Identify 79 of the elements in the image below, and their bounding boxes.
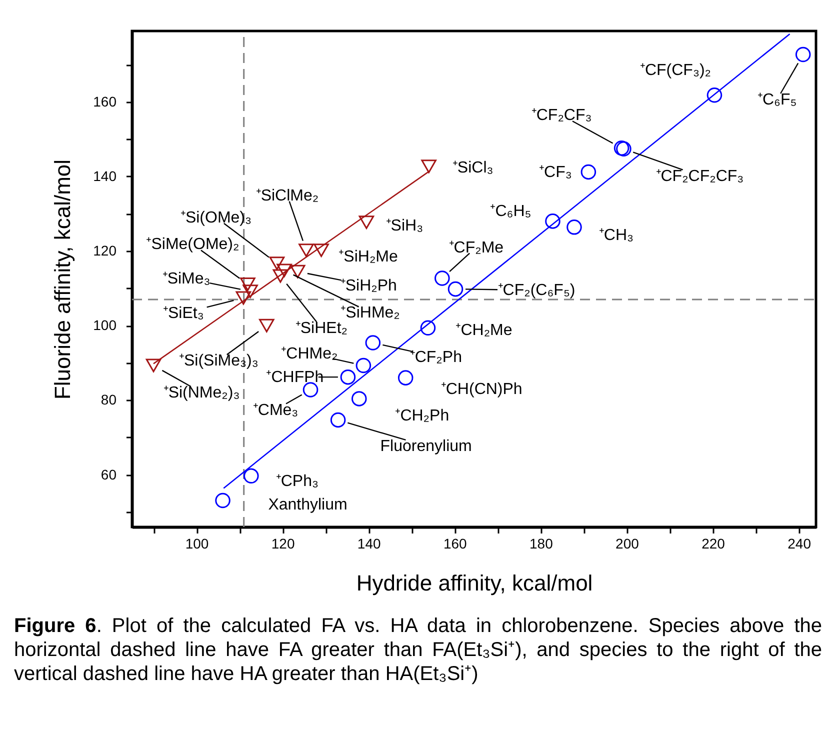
point [269,256,285,270]
annotation: ⁺Si(OMe)₃ [180,209,252,226]
annotation: ⁺CH₂Ph [395,408,450,425]
x-tick-label: 220 [702,536,726,552]
annotation: Xanthylium [268,496,348,514]
annotation: Fluorenylium [380,438,472,455]
annotation: ⁺CF₂CF₃ [531,107,592,124]
y-tick-label: 60 [100,466,117,482]
y-axis-title: Fluoride affinity, kcal/mol [50,159,76,400]
point [434,270,450,286]
annotation: ⁺Si(NMe₂)₃ [163,384,240,402]
annotation: ⁺SiMe₃ [162,270,210,288]
point [566,220,582,235]
x-tick-label: 200 [616,536,640,552]
point [290,264,306,278]
x-tick-label: 240 [788,536,812,552]
annotation: ⁺CF₂CF₂CF₃ [656,168,744,185]
point [330,412,346,428]
point [298,244,314,258]
annotation: ⁺SiCl₃ [452,159,494,176]
point [358,216,374,230]
x-tick-label: 120 [271,536,295,552]
x-axis-title: Hydride affinity, kcal/mol [356,570,593,596]
point [352,391,367,406]
point [421,160,436,174]
annotation: ⁺SiH₂Ph [340,278,397,295]
point [272,269,288,283]
x-tick-label: 160 [443,536,468,552]
point [276,264,292,278]
annotation: ⁺CMe₃ [252,402,298,419]
annotation: ⁺CH₂Me [456,322,512,339]
annotation: ⁺CF₂Ph [410,348,462,366]
point [448,281,464,297]
annotation: ⁺CH(CN)Ph [440,380,522,398]
annotation: ⁺SiHEt₂ [295,320,348,338]
point [545,214,560,229]
annotation: ⁺SiHMe₂ [340,304,400,322]
annotation: ⁺CPh₃ [276,472,318,490]
y-tick-label: 100 [93,317,117,334]
x-tick-label: 140 [357,536,381,552]
point [302,382,318,398]
y-tick-label: 140 [93,168,117,184]
point [356,358,372,374]
y-tick-label: 120 [93,242,117,259]
annotation: ⁺CHFPh [266,369,324,386]
annotation: ⁺SiH₂Me [338,248,398,266]
annotation: ⁺SiEt₃ [162,305,204,322]
point [242,284,258,298]
annotation: ⁺SiClMe₂ [256,187,319,204]
point [240,278,256,291]
y-tick-label: 80 [100,392,117,408]
point [420,320,436,336]
point [215,492,230,508]
annotation: ⁺CF₂Me [448,239,504,256]
annotation: ⁺C₆H₅ [490,203,532,220]
annotation: ⁺CF₃ [539,164,572,181]
point [580,164,596,180]
annotation: ⁺CHMe₂ [281,346,338,363]
point [314,244,329,258]
point [398,370,414,386]
point [340,369,356,385]
annotation: ⁺CF₂(C₆F₅) [498,282,576,300]
point [259,318,274,332]
annotation: ⁺CF(CF₃)₂ [640,62,711,80]
annotation: ⁺SiMe(OMe)₂ [146,236,240,254]
annotation: ⁺SiH₃ [386,217,424,234]
annotation: ⁺CH₃ [598,227,634,244]
point [236,291,252,305]
point [146,358,162,372]
y-tick-label: 160 [93,93,117,110]
point [795,46,811,62]
x-tick-label: 180 [530,536,554,552]
point [365,335,381,350]
x-tick-label: 100 [185,536,209,552]
point [706,88,722,103]
point [244,468,259,484]
annotation: ⁺Si(SiMe₃)₃ [178,352,258,370]
caption: Figure 6. Plot of the calculated FA vs. HA data in chlorobenzene. Species above the horizontal dashed line have FA greater than FA(Et₃Si⁺), and species to the right of the vertical dashed line have HA greater than HA(Et₃Si⁺) [14,614,822,686]
annotation: ⁺C₆F₅ [757,91,797,108]
